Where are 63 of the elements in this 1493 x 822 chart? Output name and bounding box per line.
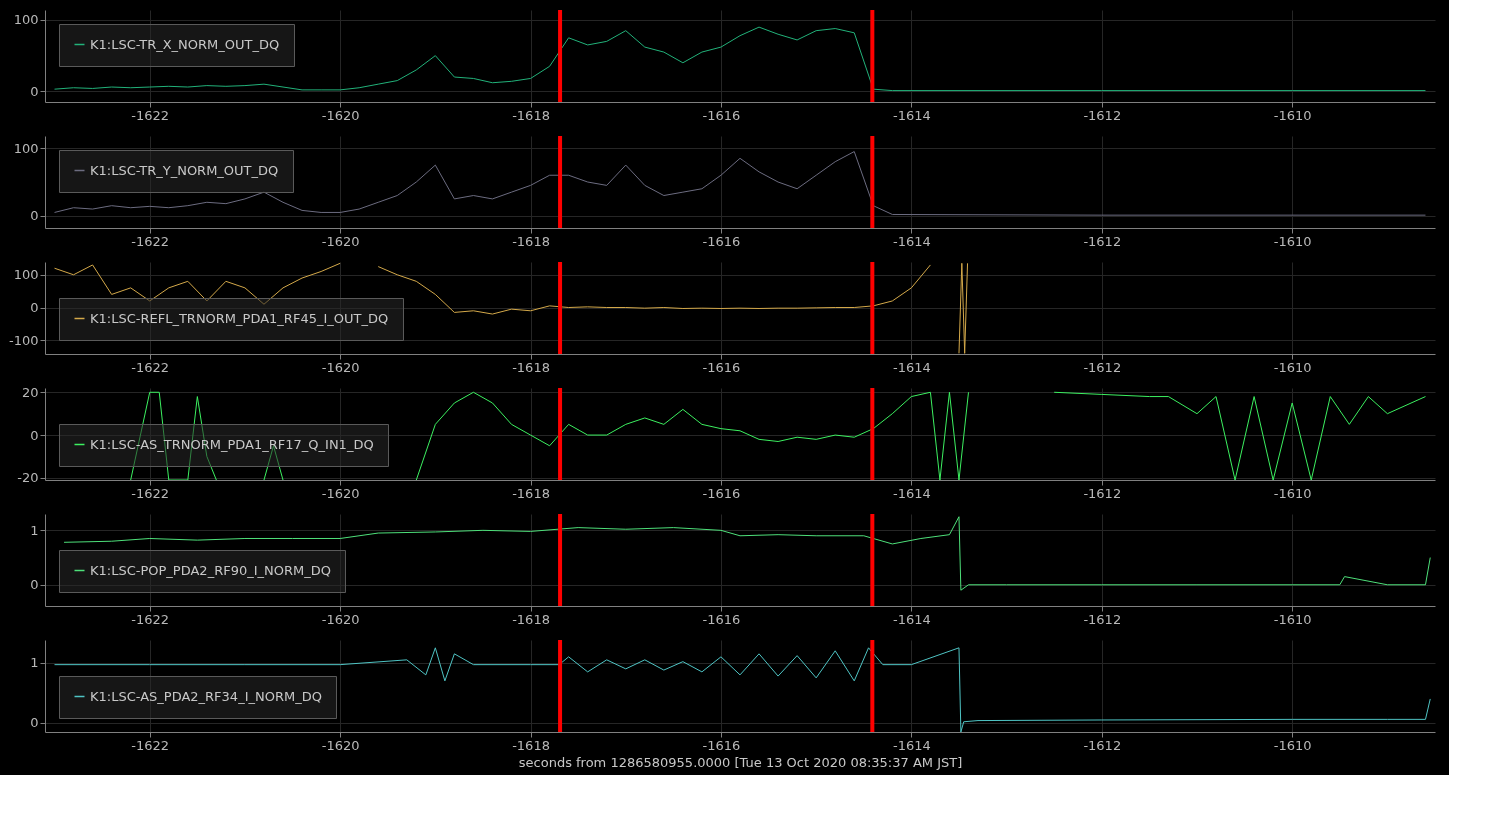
y-tick-label: 100: [13, 267, 39, 283]
x-tick-label: -1610: [1273, 359, 1312, 375]
y-tick-label: 0: [30, 715, 39, 731]
x-tick-label: -1616: [702, 611, 741, 627]
y-tick-label: 1: [30, 655, 39, 671]
x-tick-label: -1614: [892, 485, 931, 501]
x-tick-label: -1618: [512, 485, 550, 501]
x-tick-label: -1622: [131, 485, 170, 501]
y-tick-label: -100: [8, 332, 39, 348]
x-tick-label: -1618: [512, 611, 550, 627]
x-tick-label: -1612: [1083, 359, 1122, 375]
x-tick-label: -1616: [702, 233, 741, 249]
x-tick-label: -1618: [512, 233, 550, 249]
x-tick-label: -1614: [892, 611, 931, 627]
legend-label: K1:LSC-REFL_TRNORM_PDA1_RF45_I_OUT_DQ: [90, 310, 389, 326]
x-tick-label: -1614: [892, 359, 931, 375]
y-tick-label: -20: [17, 470, 39, 486]
y-tick-label: 1: [30, 522, 39, 538]
y-tick-label: 0: [30, 208, 39, 224]
x-tick-label: -1618: [512, 359, 550, 375]
x-tick-label: -1618: [512, 737, 550, 753]
x-tick-label: -1618: [512, 107, 550, 123]
legend-label: K1:LSC-POP_PDA2_RF90_I_NORM_DQ: [90, 562, 331, 578]
x-tick-label: -1620: [321, 359, 360, 375]
x-tick-label: -1620: [321, 485, 360, 501]
x-tick-label: -1620: [321, 737, 360, 753]
y-tick-label: 0: [30, 427, 39, 443]
legend-label: K1:LSC-TR_Y_NORM_OUT_DQ: [90, 162, 279, 178]
x-tick-label: -1616: [702, 359, 741, 375]
x-tick-label: -1614: [892, 107, 931, 123]
x-tick-label: -1612: [1083, 611, 1122, 627]
x-tick-label: -1616: [702, 485, 741, 501]
x-tick-label: -1610: [1273, 485, 1312, 501]
y-tick-label: 100: [13, 140, 39, 156]
y-tick-label: 0: [30, 83, 39, 99]
legend-label: K1:LSC-TR_X_NORM_OUT_DQ: [90, 36, 280, 52]
legend-label: K1:LSC-AS_PDA2_RF34_I_NORM_DQ: [90, 688, 322, 704]
x-tick-label: -1622: [131, 107, 170, 123]
x-tick-label: -1610: [1273, 737, 1312, 753]
x-tick-label: -1610: [1273, 233, 1312, 249]
x-tick-label: -1622: [131, 737, 170, 753]
x-tick-label: -1622: [131, 359, 170, 375]
x-tick-label: -1610: [1273, 107, 1312, 123]
x-tick-label: -1622: [131, 611, 170, 627]
y-tick-label: 20: [21, 384, 39, 400]
x-tick-label: -1612: [1083, 485, 1122, 501]
x-axis-title: seconds from 1286580955.0000 [Tue 13 Oct 2020 08:35:37 AM JST]: [518, 754, 963, 770]
y-tick-label: 0: [30, 577, 39, 593]
x-tick-label: -1620: [321, 233, 360, 249]
x-tick-label: -1622: [131, 233, 170, 249]
x-tick-label: -1620: [321, 611, 360, 627]
x-tick-label: -1614: [892, 233, 931, 249]
legend-label: K1:LSC-AS_TRNORM_PDA1_RF17_Q_IN1_DQ: [90, 436, 374, 452]
x-tick-label: -1610: [1273, 611, 1312, 627]
x-tick-label: -1614: [892, 737, 931, 753]
x-tick-label: -1620: [321, 107, 360, 123]
x-tick-label: -1616: [702, 107, 741, 123]
x-tick-label: -1612: [1083, 737, 1122, 753]
x-tick-label: -1616: [702, 737, 741, 753]
x-tick-label: -1612: [1083, 107, 1122, 123]
x-tick-label: -1612: [1083, 233, 1122, 249]
y-tick-label: 100: [13, 12, 39, 28]
y-tick-label: 0: [30, 300, 39, 316]
